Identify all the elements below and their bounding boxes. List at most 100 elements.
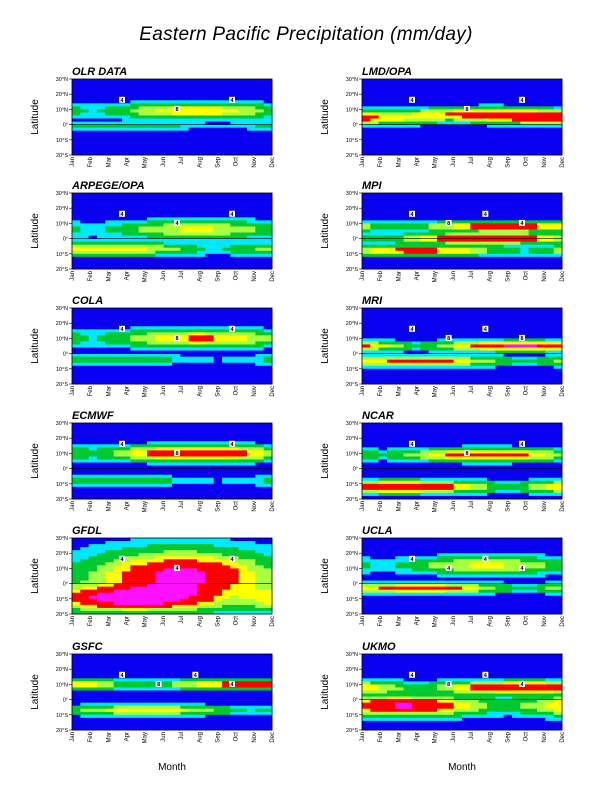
heatmap-cell [420,432,430,436]
heatmap-cell [197,112,206,116]
heatmap-cell [247,474,256,479]
heatmap-cell [478,136,488,141]
heatmap-cell [370,109,380,113]
heatmap-cell [553,130,563,135]
heatmap-cell [105,124,115,129]
heatmap-cell [97,115,106,119]
heatmap-cell [205,262,215,267]
heatmap-cell [188,347,198,351]
heatmap-cell [445,362,455,367]
heatmap-cell [528,341,538,345]
heatmap-cell [138,320,148,324]
heatmap-cell [197,214,206,218]
heatmap-cell [80,121,90,125]
heatmap-cell [503,432,513,436]
heatmap-cell [495,495,505,500]
heatmap-cell [537,447,546,451]
heatmap-cell [88,136,98,141]
heatmap-cell [113,265,123,270]
heatmap-cell [113,462,123,466]
heatmap-cell [512,323,521,327]
heatmap-cell [238,202,248,206]
heatmap-cell [437,447,446,451]
heatmap-cell [197,480,206,485]
heatmap-cell [163,311,173,315]
heatmap-cell [105,136,115,141]
heatmap-cell [130,94,140,98]
heatmap-cell [378,253,388,258]
heatmap-cell [172,371,181,376]
heatmap-cell [72,196,81,200]
heatmap-cell [395,193,405,197]
heatmap-cell [205,371,215,376]
heatmap-cell [197,489,206,494]
heatmap-cell [238,127,248,132]
heatmap-cell [105,341,115,345]
heatmap-cell [88,82,98,86]
contour-label-bg [174,334,180,341]
heatmap-cell [72,262,81,267]
heatmap-cell [512,347,521,351]
heatmap-cell [403,118,413,122]
heatmap-cell [487,223,496,227]
heatmap-cell [512,124,521,129]
heatmap-cell [528,265,538,270]
heatmap-cell [437,432,446,436]
heatmap-cell [487,365,496,370]
contour-label: 4 [230,212,234,218]
heatmap-cell [445,374,455,379]
heatmap-cell [545,238,555,243]
heatmap-cell [255,480,265,485]
heatmap-cell [263,205,273,209]
heatmap-cell [462,259,471,264]
heatmap-cell [238,208,248,212]
heatmap-cell [222,480,231,485]
heatmap-cell [378,344,388,348]
heatmap-cell [428,344,438,348]
heatmap-cell [155,145,165,150]
month-tick-label: Oct [234,271,240,281]
lat-tick-label: 10°S [56,252,68,258]
heatmap-cell [437,127,446,132]
heatmap-cell [180,193,190,197]
heatmap-cell [503,359,513,364]
heatmap-cell [462,193,471,197]
heatmap-cell [495,456,505,460]
heatmap-cell [420,136,430,141]
month-tick-label: Feb [88,385,94,396]
heatmap-cell [255,229,265,233]
heatmap-cell [428,235,438,239]
heatmap-cell [197,145,206,150]
heatmap-cell [180,377,190,382]
heatmap-cell [412,426,421,430]
heatmap-cell [412,468,421,473]
heatmap-cell [428,85,438,89]
heatmap-cell [462,196,471,200]
heatmap-cell [378,79,388,83]
heatmap-cell [420,139,430,144]
heatmap-cell [520,380,530,385]
heatmap-cell [230,380,240,385]
heatmap-cell [80,88,90,92]
heatmap-cell [72,244,81,249]
heatmap-cell [362,94,371,98]
heatmap-cell [180,151,190,156]
heatmap-cell [247,435,256,439]
heatmap-cell [80,329,90,333]
heatmap-cell [462,127,471,132]
heatmap-cell [378,256,388,261]
heatmap-cell [553,332,563,336]
heatmap-cell [197,121,206,125]
heatmap-cell [387,199,396,203]
heatmap-cell [230,247,240,252]
heatmap-cell [520,133,530,138]
heatmap-cell [238,483,248,488]
heatmap-cell [163,453,173,457]
heatmap-cell [428,441,438,445]
heatmap-cell [97,344,106,348]
heatmap-cell [238,432,248,436]
heatmap-cell [437,483,446,488]
heatmap-cell [122,133,131,138]
heatmap-cell [205,145,215,150]
heatmap-cell [130,459,140,463]
